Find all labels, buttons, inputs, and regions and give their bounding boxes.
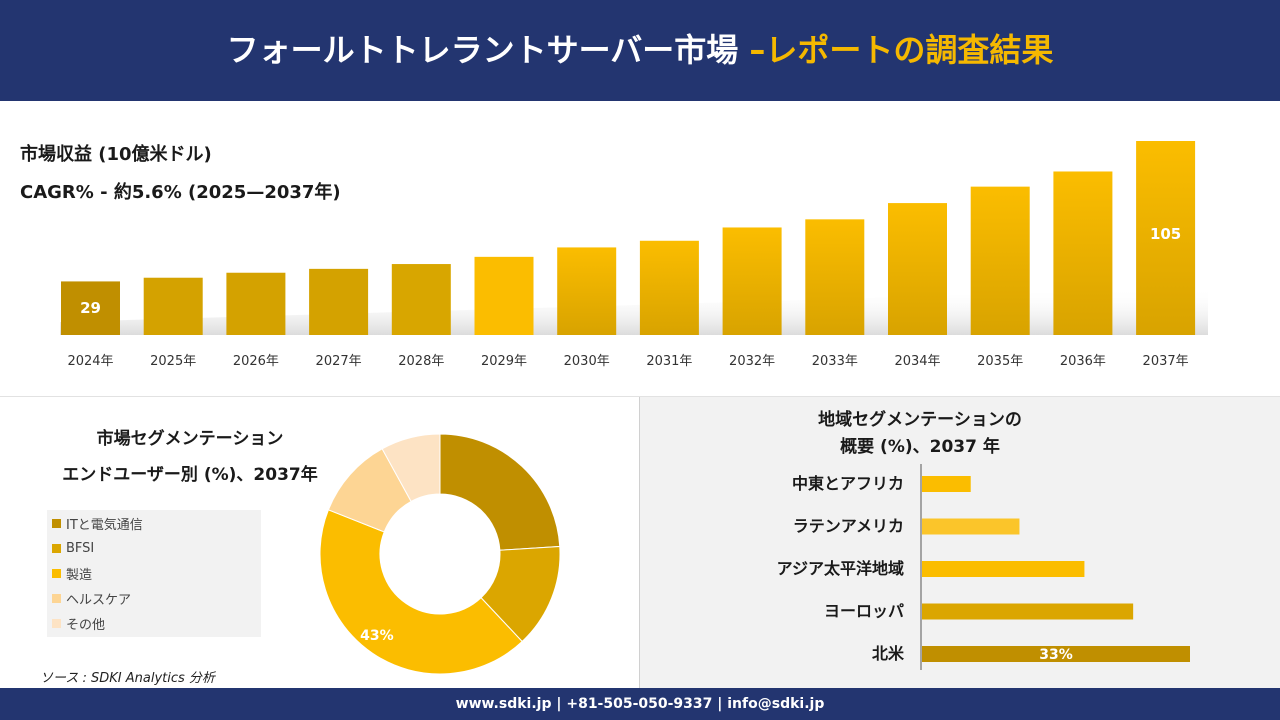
bar-data-label: 105 bbox=[1150, 225, 1181, 243]
bar-2026年 bbox=[226, 272, 286, 335]
region-title-line2: 概要 (%)、2037 年 bbox=[840, 437, 1000, 457]
bar-2035年 bbox=[970, 186, 1030, 335]
bar-2024年 bbox=[61, 281, 120, 335]
end-user-donut-chart: 43% bbox=[319, 433, 561, 675]
legend-swatch bbox=[52, 593, 61, 603]
bar-2037年 bbox=[1136, 141, 1196, 335]
legend-swatch bbox=[52, 543, 61, 553]
legend-item: ヘルスケア bbox=[52, 588, 131, 608]
legend-swatch bbox=[52, 568, 61, 578]
legend-item: ITと電気通信 bbox=[52, 513, 143, 533]
x-tick-label: 2026年 bbox=[233, 354, 279, 369]
source-note: ソース : SDKI Analytics 分析 bbox=[40, 671, 215, 686]
bar-2032年 bbox=[722, 227, 782, 335]
legend-swatch bbox=[52, 518, 61, 528]
bar-2027年 bbox=[309, 268, 369, 335]
region-category-label: ヨーロッパ bbox=[824, 602, 904, 621]
bar-2028年 bbox=[391, 264, 451, 335]
x-tick-label: 2033年 bbox=[812, 354, 858, 369]
section-divider-horizontal bbox=[0, 396, 1280, 397]
bar-2033年 bbox=[805, 219, 865, 335]
x-tick-label: 2037年 bbox=[1143, 354, 1189, 369]
legend-item: 製造 bbox=[52, 563, 92, 583]
region-bar-中東とアフリカ bbox=[922, 476, 971, 492]
x-tick-label: 2028年 bbox=[398, 354, 444, 369]
bar-2025年 bbox=[143, 277, 203, 335]
bar-2034年 bbox=[888, 203, 947, 335]
legend-swatch bbox=[52, 618, 61, 628]
footer-contact: www.sdki.jp | +81-505-050-9337 | info@sd… bbox=[455, 696, 825, 712]
bar-2029年 bbox=[474, 256, 534, 335]
donut-slice-ITと電気通信 bbox=[439, 433, 561, 551]
revenue-label: 市場収益 (10億米ドル) bbox=[20, 144, 212, 165]
page-title: フォールトトレラントサーバー市場 –レポートの調査結果 bbox=[0, 0, 1280, 101]
x-tick-label: 2031年 bbox=[646, 354, 692, 369]
section-divider-vertical bbox=[639, 397, 640, 688]
donut-slice-製造 bbox=[319, 509, 523, 675]
legend-label: ITと電気通信 bbox=[66, 517, 143, 533]
legend-item: BFSI bbox=[52, 538, 94, 558]
region-bar-data-label: 33% bbox=[1039, 647, 1073, 663]
header-bar bbox=[0, 0, 1280, 101]
legend-label: 製造 bbox=[66, 567, 93, 583]
x-tick-label: 2034年 bbox=[894, 354, 940, 369]
cagr-label: CAGR% - 約5.6% (2025—2037年) bbox=[20, 182, 341, 203]
region-category-label: ラテンアメリカ bbox=[793, 517, 904, 536]
x-tick-label: 2025年 bbox=[150, 354, 196, 369]
x-tick-label: 2036年 bbox=[1060, 354, 1106, 369]
region-category-label: アジア太平洋地域 bbox=[777, 559, 904, 578]
donut-slice-その他 bbox=[381, 433, 441, 503]
legend-label: BFSI bbox=[66, 540, 95, 556]
x-tick-label: 2032年 bbox=[729, 354, 775, 369]
region-bar-アジア太平洋地域 bbox=[922, 561, 1085, 577]
segment-title-line2: エンドユーザー別 (%)、2037年 bbox=[62, 465, 318, 485]
bar-2036年 bbox=[1053, 171, 1113, 335]
region-category-label: 北米 bbox=[872, 644, 905, 663]
region-bar-ラテンアメリカ bbox=[922, 518, 1020, 535]
region-bar-北米 bbox=[922, 646, 1190, 662]
x-tick-label: 2035年 bbox=[977, 354, 1023, 369]
bar-2030年 bbox=[557, 247, 617, 335]
segment-title-line1: 市場セグメンテーション bbox=[96, 429, 284, 449]
region-category-label: 中東とアフリカ bbox=[792, 474, 904, 493]
x-tick-label: 2030年 bbox=[564, 354, 610, 369]
footer-bar bbox=[0, 688, 1280, 720]
bar-data-label: 29 bbox=[80, 299, 101, 317]
x-tick-label: 2024年 bbox=[67, 354, 113, 369]
donut-data-label: 43% bbox=[360, 628, 394, 644]
legend-item: その他 bbox=[52, 613, 105, 633]
region-panel bbox=[640, 397, 1280, 688]
bar-2031年 bbox=[639, 240, 699, 335]
donut-legend bbox=[47, 510, 261, 637]
legend-label: ヘルスケア bbox=[66, 592, 132, 608]
x-tick-label: 2029年 bbox=[481, 354, 527, 369]
region-title-line1: 地域セグメンテーションの bbox=[818, 410, 1022, 430]
page-title-accent: –レポートの調査結果 bbox=[749, 31, 1054, 69]
x-tick-label: 2027年 bbox=[316, 354, 362, 369]
legend-label: その他 bbox=[66, 617, 106, 633]
region-bar-ヨーロッパ bbox=[922, 603, 1134, 620]
page-title-main: フォールトトレラントサーバー市場 bbox=[226, 31, 750, 69]
revenue-bar-chart: 2024年 2025年 2026年 2027年 2028年 2029年 2030年 2031年… bbox=[60, 141, 1208, 369]
